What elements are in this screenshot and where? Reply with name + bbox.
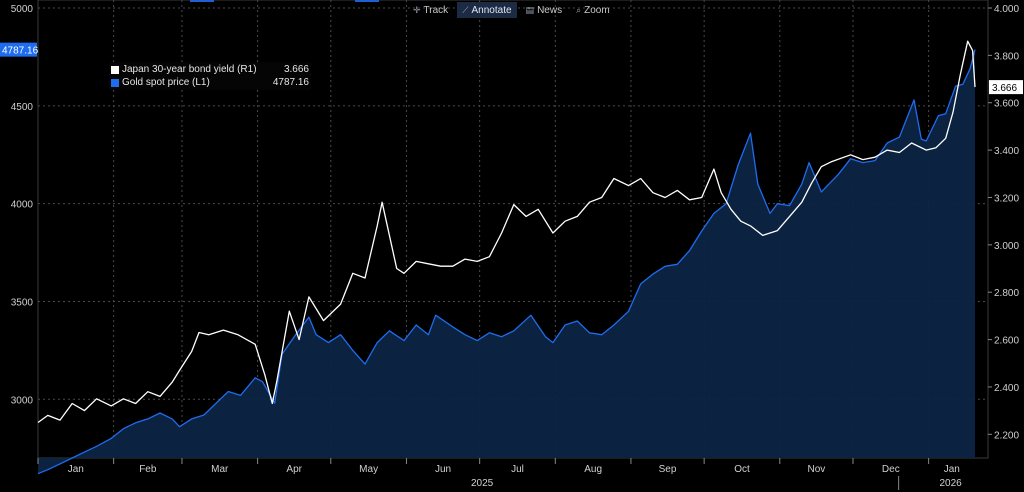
left-tick-label: 4000 (11, 200, 34, 211)
news-label: News (537, 4, 563, 16)
legend-swatch-blue (111, 78, 119, 87)
left-last-value-label: 4787.16 (2, 46, 39, 57)
month-label: Jan (68, 464, 84, 475)
month-label: Sep (659, 464, 677, 475)
right-tick-label: 3.000 (994, 241, 1019, 252)
gold-price-line (37, 49, 976, 475)
month-label: Aug (584, 464, 602, 475)
chart-plots (37, 40, 976, 475)
right-tick-label: 2.400 (994, 383, 1019, 394)
gold-area-fill (38, 49, 975, 474)
legend-series-value: 3.666 (283, 64, 309, 75)
annotate-button[interactable]: ⟋ Annotate (457, 2, 517, 18)
right-tick-label: 3.800 (994, 51, 1019, 62)
right-tick-label: 2.200 (994, 430, 1019, 441)
top-mid-accent (355, 0, 379, 2)
right-tick-label: 2.600 (994, 336, 1019, 347)
right-last-value-tag (989, 80, 1023, 95)
right-last-value-label: 3.666 (992, 83, 1017, 94)
left-last-value-tag (0, 42, 37, 57)
left-tick-label: 3000 (11, 395, 34, 406)
month-label: Nov (807, 464, 825, 475)
month-label: Jan (944, 464, 960, 475)
month-label: May (359, 464, 378, 475)
right-tick-label: 3.200 (994, 193, 1019, 204)
news-icon: ▤ (525, 4, 535, 15)
year-label: 2026 (939, 478, 962, 489)
news-button[interactable]: ▤ News (521, 2, 568, 18)
legend-series-name: Gold spot price (L1) (122, 77, 210, 88)
right-tick-label: 3.600 (994, 99, 1019, 110)
legend-entry-gold[interactable]: Gold spot price (L1) 4787.16 (111, 76, 309, 89)
right-tick-label: 3.400 (994, 146, 1019, 157)
annotate-label: Annotate (471, 4, 512, 16)
month-label: Dec (882, 464, 900, 475)
pen-icon: ⟋ (462, 4, 469, 15)
right-tick-label: 2.800 (994, 288, 1019, 299)
month-label: Mar (211, 464, 229, 475)
legend-series-value: 4787.16 (272, 77, 309, 88)
month-label: Feb (139, 464, 157, 475)
magnifier-icon: ⌕ (576, 4, 582, 15)
track-button[interactable]: ✛ Track (408, 2, 453, 18)
right-tick-label: 4.000 (994, 4, 1019, 15)
month-label: Apr (286, 464, 302, 475)
crosshair-icon: ✛ (413, 4, 421, 15)
left-tick-label: 5000 (11, 4, 34, 15)
month-label: Jun (435, 464, 451, 475)
legend-entry-jgb[interactable]: Japan 30-year bond yield (R1) 3.666 (111, 63, 309, 76)
month-label: Jul (511, 464, 524, 475)
top-left-accent (190, 0, 214, 2)
month-label: Oct (734, 464, 750, 475)
zoom-label: Zoom (584, 4, 610, 16)
left-tick-label: 3500 (11, 297, 34, 308)
left-tick-label: 4500 (11, 102, 34, 113)
chart-toolbar: ✛ Track ⟋ Annotate ▤ News ⌕ Zoom (408, 2, 615, 18)
legend-series-name: Japan 30-year bond yield (R1) (122, 64, 257, 75)
legend-swatch-white (111, 65, 119, 74)
zoom-button[interactable]: ⌕ Zoom (571, 2, 615, 18)
track-label: Track (423, 4, 449, 16)
jgb-yield-line (37, 40, 976, 424)
year-label: 2025 (471, 478, 494, 489)
chart-axes: 3000 3500 4000 4500 5000 2.200 2.400 2.600 2.800… (0, 4, 1023, 490)
chart-legend: Japan 30-year bond yield (R1) 3.666 Gold… (109, 62, 311, 90)
